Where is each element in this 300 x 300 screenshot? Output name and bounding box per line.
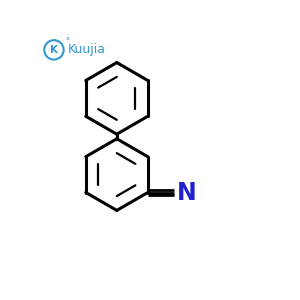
Text: Kuujia: Kuujia bbox=[68, 44, 106, 56]
Text: N: N bbox=[177, 181, 197, 205]
Text: °: ° bbox=[65, 37, 69, 46]
Text: K: K bbox=[50, 45, 58, 55]
